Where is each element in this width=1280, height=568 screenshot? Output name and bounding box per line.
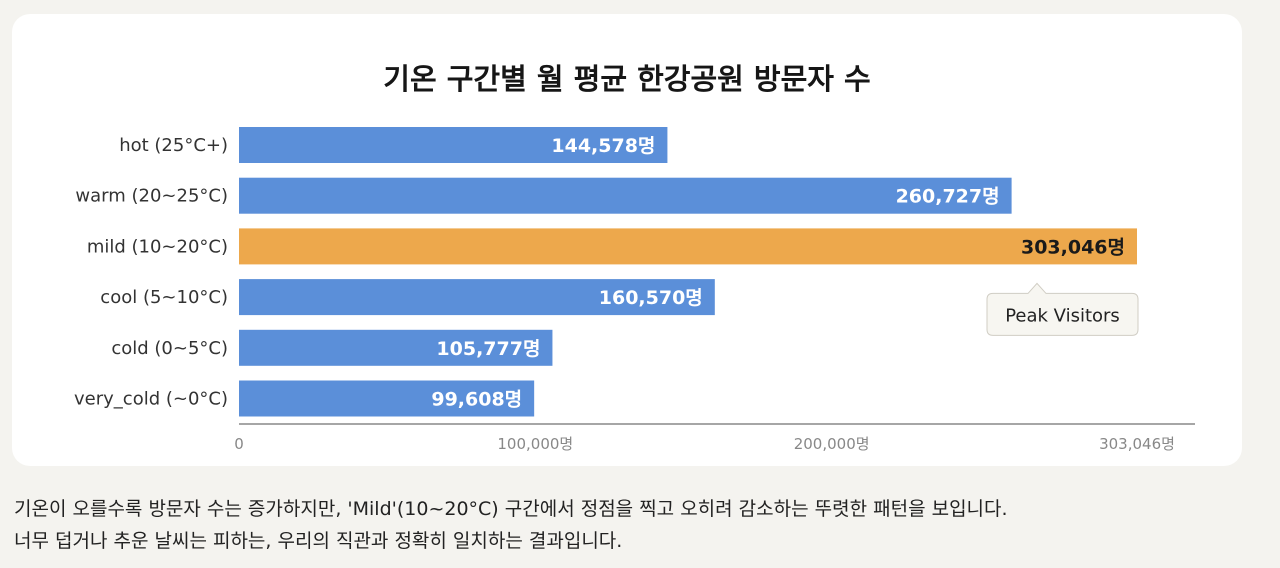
caption-line-2: 너무 덥거나 추운 날씨는 피하는, 우리의 직관과 정확히 일치하는 결과입니…	[14, 530, 623, 552]
category-label-0: hot (25°C+)	[119, 135, 228, 156]
category-label-1: warm (20~25°C)	[75, 186, 228, 207]
value-label-0: 144,578명	[551, 135, 655, 157]
bar-0	[239, 127, 668, 163]
annotation-text: Peak Visitors	[1005, 305, 1120, 326]
annotation-callout	[986, 282, 1139, 336]
value-label-4: 105,777명	[436, 338, 540, 360]
x-tick-label-3: 303,046명	[1099, 435, 1175, 453]
value-label-2: 303,046명	[1021, 236, 1125, 258]
category-label-5: very_cold (~0°C)	[74, 389, 228, 410]
bar-2	[239, 228, 1137, 265]
category-label-2: mild (10~20°C)	[87, 236, 228, 257]
x-tick-label-0: 0	[234, 435, 244, 453]
value-label-1: 260,727명	[896, 186, 1000, 208]
chart-caption: 기온이 오를수록 방문자 수는 증가하지만, 'Mild'(10~20°C) 구…	[14, 493, 1264, 557]
bar-3	[239, 279, 715, 316]
x-tick-label-1: 100,000명	[497, 435, 573, 453]
chart-title: 기온 구간별 월 평균 한강공원 방문자 수	[383, 62, 871, 96]
bar-chart: hot (25°C+) 144,578명 warm (20~25°C) 260,727…	[74, 127, 1195, 453]
caption-line-1: 기온이 오를수록 방문자 수는 증가하지만, 'Mild'(10~20°C) 구…	[14, 498, 1008, 520]
bar-5	[239, 380, 535, 417]
bar-1	[239, 177, 1012, 214]
category-label-3: cool (5~10°C)	[100, 287, 228, 308]
bar-4	[239, 329, 553, 366]
x-tick-label-2: 200,000명	[794, 435, 870, 453]
value-label-5: 99,608명	[431, 389, 522, 411]
value-label-3: 160,570명	[599, 287, 703, 309]
category-label-4: cold (0~5°C)	[111, 338, 228, 359]
